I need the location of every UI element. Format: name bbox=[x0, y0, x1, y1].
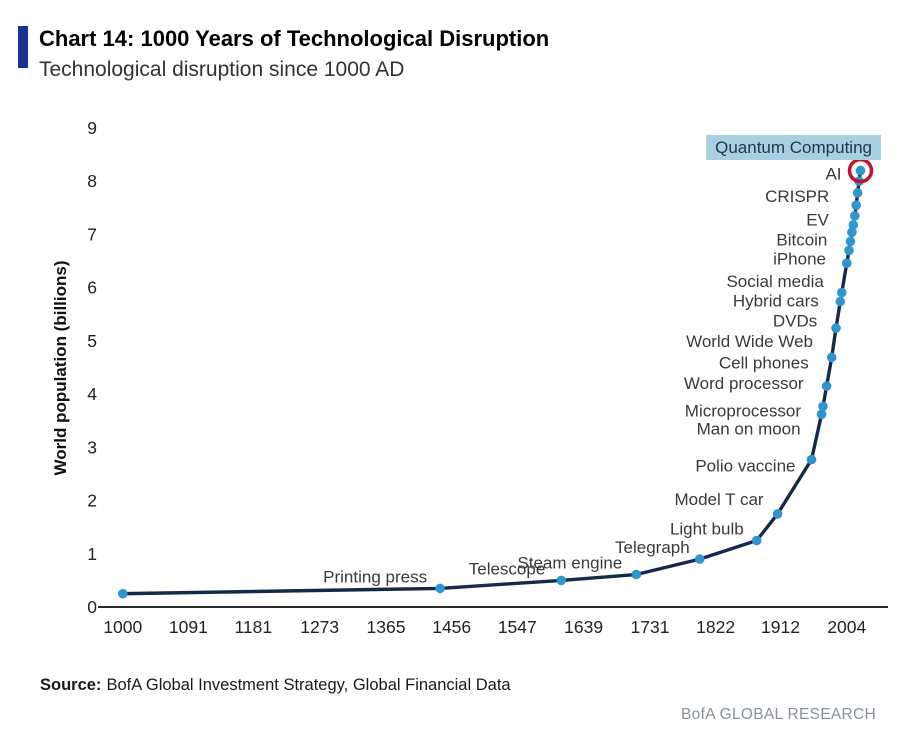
x-tick-label: 1273 bbox=[300, 617, 339, 637]
milestone-label: DVDs bbox=[773, 312, 817, 331]
data-point bbox=[806, 454, 817, 465]
data-point bbox=[751, 535, 762, 546]
x-tick-label: 1731 bbox=[631, 617, 670, 637]
header-text: Chart 14: 1000 Years of Technological Di… bbox=[39, 26, 549, 83]
milestone-label: Hybrid cars bbox=[733, 292, 819, 311]
data-point bbox=[835, 296, 846, 307]
chart-title: Chart 14: 1000 Years of Technological Di… bbox=[39, 26, 550, 51]
data-point bbox=[850, 211, 860, 221]
data-point bbox=[818, 401, 828, 412]
quantum-highlight-box bbox=[706, 135, 881, 160]
source-line: Source: BofA Global Investment Strategy, … bbox=[40, 676, 511, 695]
data-point bbox=[851, 200, 861, 210]
data-point bbox=[118, 588, 128, 599]
data-point bbox=[847, 227, 857, 238]
data-point bbox=[844, 245, 854, 256]
x-tick-label: 1912 bbox=[761, 617, 800, 637]
x-tick-label: 1091 bbox=[169, 617, 208, 637]
milestone-label: Man on moon bbox=[697, 419, 801, 438]
x-tick-label: 1365 bbox=[367, 617, 406, 637]
x-tick-label: 1822 bbox=[696, 617, 735, 637]
y-tick-label: 1 bbox=[87, 544, 97, 564]
x-tick-label: 1000 bbox=[103, 617, 142, 637]
y-tick-label: 6 bbox=[87, 278, 97, 298]
milestone-label: AI bbox=[825, 165, 841, 184]
y-tick-label: 5 bbox=[87, 331, 97, 351]
y-tick-label: 3 bbox=[87, 437, 97, 457]
annotation-quantum-computing: Quantum Computing bbox=[715, 138, 872, 157]
milestone-label: Microprocessor bbox=[685, 401, 802, 420]
data-point bbox=[826, 352, 837, 363]
data-point bbox=[842, 258, 852, 269]
accent-bar bbox=[18, 26, 28, 68]
chart-header: Chart 14: 1000 Years of Technological Di… bbox=[18, 26, 549, 83]
y-tick-label: 9 bbox=[87, 118, 97, 138]
x-tick-label: 1456 bbox=[432, 617, 471, 637]
source-label: Source: bbox=[40, 676, 102, 694]
data-point bbox=[848, 220, 859, 230]
milestone-label: EV bbox=[806, 210, 829, 229]
y-tick-label: 4 bbox=[87, 384, 97, 404]
data-point bbox=[631, 569, 642, 580]
y-tick-label: 0 bbox=[87, 597, 97, 617]
milestone-label: Social media bbox=[726, 272, 824, 291]
milestone-label: Bitcoin bbox=[776, 230, 827, 249]
milestone-label: Word processor bbox=[684, 374, 804, 393]
x-tick-label: 1547 bbox=[498, 617, 537, 637]
data-point bbox=[845, 236, 856, 247]
x-tick-label: 1639 bbox=[564, 617, 603, 637]
milestone-label: World Wide Web bbox=[686, 332, 813, 351]
data-point bbox=[837, 287, 847, 298]
data-point bbox=[821, 381, 832, 391]
milestone-label: Model T car bbox=[674, 490, 763, 509]
milestone-label: Light bulb bbox=[670, 520, 744, 539]
milestone-label: Cell phones bbox=[719, 353, 809, 372]
y-tick-label: 2 bbox=[87, 491, 97, 511]
data-point bbox=[816, 409, 827, 420]
x-tick-label: 2004 bbox=[827, 617, 866, 637]
x-tick-label: 1181 bbox=[234, 617, 272, 637]
milestone-label: Printing press bbox=[323, 567, 427, 586]
milestone-label: Telescope bbox=[469, 559, 546, 578]
milestone-label: Telegraph bbox=[615, 538, 690, 557]
milestone-label: Steam engine bbox=[517, 554, 622, 573]
source-text: BofA Global Investment Strategy, Global … bbox=[106, 676, 511, 694]
data-point bbox=[831, 323, 841, 333]
y-tick-label: 7 bbox=[87, 224, 97, 244]
data-point bbox=[435, 583, 445, 594]
milestone-label: Polio vaccine bbox=[695, 457, 795, 476]
data-point bbox=[556, 575, 567, 586]
data-point bbox=[855, 165, 866, 176]
brand-text: BofA GLOBAL RESEARCH bbox=[681, 706, 876, 723]
data-point bbox=[852, 188, 863, 198]
milestone-label: iPhone bbox=[773, 249, 826, 268]
data-point bbox=[694, 554, 705, 564]
data-point bbox=[772, 509, 783, 519]
milestone-label: CRISPR bbox=[765, 187, 829, 206]
y-tick-label: 8 bbox=[87, 171, 97, 191]
chart-subtitle: Technological disruption since 1000 AD bbox=[39, 58, 405, 82]
y-axis-title: World population (billions) bbox=[51, 261, 70, 476]
